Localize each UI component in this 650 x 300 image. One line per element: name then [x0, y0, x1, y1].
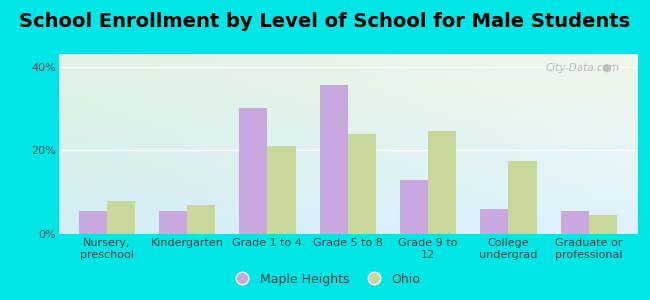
Bar — [400, 180, 428, 234]
Bar — [589, 215, 617, 234]
Bar — [107, 200, 135, 234]
Bar — [187, 205, 215, 234]
Bar — [480, 209, 508, 234]
Legend: Maple Heights, Ohio: Maple Heights, Ohio — [224, 268, 426, 291]
Bar — [508, 161, 536, 234]
Bar — [561, 211, 589, 234]
Bar — [159, 211, 187, 234]
Text: School Enrollment by Level of School for Male Students: School Enrollment by Level of School for… — [20, 12, 630, 31]
Bar — [348, 134, 376, 234]
Text: ●: ● — [601, 63, 611, 73]
Bar — [428, 131, 456, 234]
Bar — [239, 108, 267, 234]
Bar — [267, 146, 296, 234]
Bar — [320, 85, 348, 234]
Text: City-Data.com: City-Data.com — [545, 63, 619, 73]
Bar — [79, 211, 107, 234]
